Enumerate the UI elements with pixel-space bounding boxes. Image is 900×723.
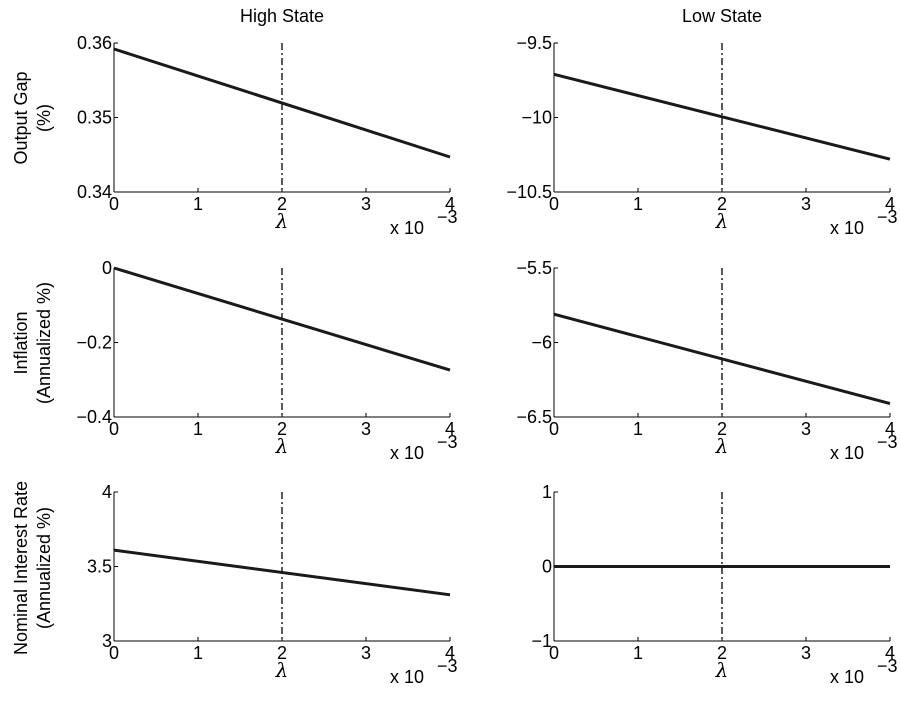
x-tick-label: 2 [277,419,287,439]
y-tick-label: 4 [102,482,112,502]
x-scale-exponent: −3 [877,656,898,676]
x-tick-label: 3 [361,419,371,439]
x-scale-exponent: −3 [437,207,458,227]
series-line [553,312,891,406]
ylabel-inflation-line2: (Annualized %) [34,282,54,404]
x-axis-label: λ [275,434,289,458]
column-title-high-state: High State [240,6,324,26]
x-scale-label: x 10 [830,218,864,238]
y-tick-label: −5.5 [516,258,552,278]
x-tick-label: 3 [361,194,371,214]
x-tick-label: 4 [885,419,895,439]
x-tick-label: 1 [633,194,643,214]
y-tick-label: 3 [102,631,112,651]
y-tick-label: −1 [531,631,552,651]
y-tick-label: −6 [531,333,552,353]
ylabel-interest-rate-line1: Nominal Interest Rate [11,481,31,655]
x-tick-label: 1 [633,419,643,439]
y-tick-label: 0 [542,557,552,577]
y-tick-label: 1 [542,482,552,502]
y-tick-label: 0.34 [77,182,112,202]
x-tick-label: 0 [109,643,119,663]
x-tick-label: 0 [549,643,559,663]
x-tick-label: 1 [633,643,643,663]
x-tick-label: 2 [277,194,287,214]
x-tick-label: 0 [549,194,559,214]
x-axis-label: λ [715,434,729,458]
x-scale-exponent: −3 [437,656,458,676]
series-line [113,47,451,159]
x-tick-label: 0 [109,419,119,439]
x-scale-label: x 10 [830,667,864,687]
y-tick-label: 0.36 [77,33,112,53]
column-title-low-state: Low State [682,6,762,26]
ylabel-output-gap-line1: Output Gap [11,71,31,164]
panel-1: 0 1 2 3 4 −10.5 −10 −9.5 λ x 10 −3 [506,33,897,238]
panel-3: 0 1 2 3 4 −6.5 −6 −5.5 λ x 10 −3 [516,258,897,463]
y-tick-label: 0 [102,258,112,278]
x-tick-label: 4 [445,419,455,439]
y-tick-label: −0.4 [76,407,112,427]
x-scale-label: x 10 [830,443,864,463]
y-tick-label: −10.5 [506,182,552,202]
series-line [113,266,451,372]
y-tick-label: 0.35 [77,108,112,128]
series-line [553,72,891,161]
ylabel-output-gap-line2: (%) [34,104,54,132]
x-tick-label: 2 [717,643,727,663]
y-tick-label: −6.5 [516,407,552,427]
x-tick-label: 3 [801,194,811,214]
series-line [113,548,451,597]
x-tick-label: 1 [193,643,203,663]
y-tick-label: −10 [521,108,552,128]
x-tick-label: 3 [361,643,371,663]
panel-2: 0 1 2 3 4 −0.4 −0.2 0 λ x 10 −3 [76,258,457,463]
x-tick-label: 2 [277,643,287,663]
panel-4: 0 1 2 3 4 3 3.5 4 λ x 10 −3 [87,482,458,687]
x-scale-exponent: −3 [877,207,898,227]
ylabel-interest-rate-line2: (Annualized %) [34,507,54,629]
x-axis-label: λ [715,209,729,233]
x-axis-label: λ [275,209,289,233]
x-tick-label: 2 [717,194,727,214]
x-axis-label: λ [275,658,289,682]
x-tick-label: 0 [549,419,559,439]
x-scale-label: x 10 [390,218,424,238]
x-tick-label: 1 [193,194,203,214]
y-tick-label: 3.5 [87,557,112,577]
x-tick-label: 2 [717,419,727,439]
y-tick-label: −9.5 [516,33,552,53]
panel-0: 0 1 2 3 4 0.34 0.35 0.36 λ x 10 −3 [77,33,458,238]
x-scale-label: x 10 [390,667,424,687]
x-tick-label: 4 [885,194,895,214]
x-scale-exponent: −3 [877,432,898,452]
x-scale-label: x 10 [390,443,424,463]
x-tick-label: 4 [445,194,455,214]
y-tick-label: −0.2 [76,333,112,353]
x-scale-exponent: −3 [437,432,458,452]
x-tick-label: 1 [193,419,203,439]
x-tick-label: 4 [885,643,895,663]
x-tick-label: 4 [445,643,455,663]
x-axis-label: λ [715,658,729,682]
x-tick-label: 0 [109,194,119,214]
ylabel-inflation-line1: Inflation [11,311,31,374]
x-tick-label: 3 [801,643,811,663]
x-tick-label: 3 [801,419,811,439]
